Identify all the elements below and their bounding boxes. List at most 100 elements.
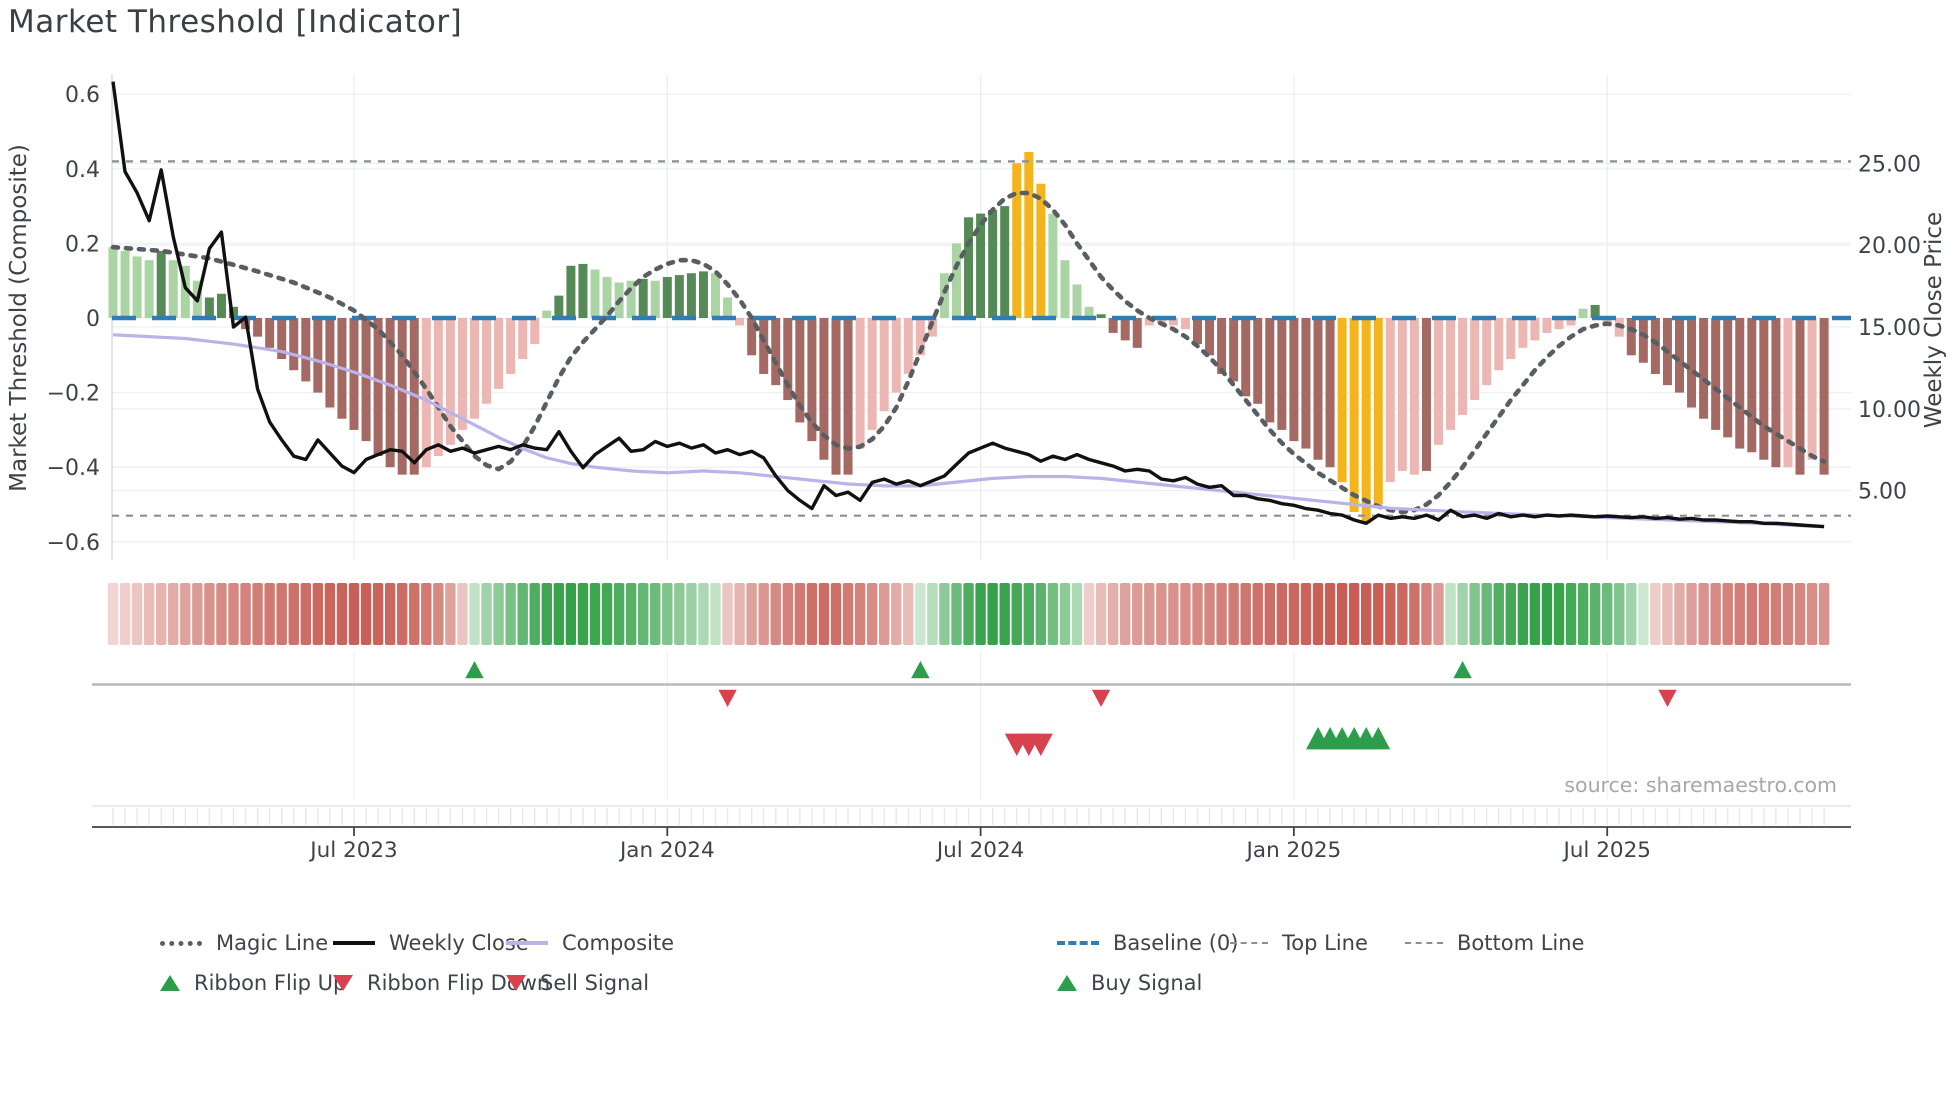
ribbon-cell [421,583,432,645]
legend-item-baseline: Baseline (0) [1057,928,1238,958]
weekly-close-swatch-icon [333,941,375,945]
ribbon-cell [565,583,577,645]
ribbon-cell [999,583,1010,645]
ribbon-cell [276,583,287,645]
ribbon-cell [1107,583,1119,645]
ribbon-cell [288,583,299,645]
threshold-bar [421,318,431,468]
ribbon-cell [1409,583,1420,645]
ribbon-cell [312,583,324,645]
legend-label: Composite [562,931,675,955]
threshold-bar [723,297,733,318]
threshold-bar [1385,318,1395,483]
ribbon-cell [240,583,251,645]
threshold-bar [530,318,540,345]
threshold-bar [831,318,841,475]
ribbon-cell [927,583,938,645]
threshold-bar [1771,318,1781,468]
ribbon-cell [722,583,733,645]
ribbon-cell [1638,583,1649,645]
threshold-bar [1337,318,1347,483]
threshold-bar [1000,206,1010,318]
threshold-bar [735,318,745,326]
ribbon-cell [131,583,143,645]
ribbon-cell [264,583,275,645]
threshold-bar [470,318,479,419]
right-tick-label: 25.00 [1858,152,1921,177]
ribbon-cell [541,583,552,645]
ribbon-cell [1156,583,1167,645]
threshold-bar [445,318,455,445]
threshold-bar [1277,318,1287,430]
threshold-bar [638,278,648,318]
ribbon-cell [204,583,215,645]
ribbon-cell [445,583,456,645]
ribbon-cell [879,583,890,645]
ribbon-cell [397,583,408,645]
ribbon-cell [1348,583,1360,645]
legend-item-magic-line: Magic Line [160,928,328,958]
ribbon-cell [1421,583,1432,645]
legend-label: Buy Signal [1091,971,1203,995]
threshold-bar [1626,318,1636,356]
ribbon-cell [481,583,492,645]
threshold-bar [289,318,299,371]
threshold-bar [1650,318,1660,374]
ribbon-cell [1180,583,1191,645]
ribbon-cell [143,583,155,645]
threshold-bar [1446,318,1456,430]
threshold-bar [650,280,660,318]
ribbon-cell [1047,583,1059,645]
threshold-bar [939,273,949,318]
ribbon-cell [1565,583,1577,645]
threshold-bar [1434,318,1443,445]
threshold-bar [771,318,781,386]
threshold-bar [397,318,407,475]
ribbon-cell [1312,583,1324,645]
ribbon-cell [1529,583,1541,645]
threshold-bar [879,318,889,412]
threshold-bar [867,318,877,430]
threshold-bar [759,318,769,374]
legend-label: Baseline (0) [1113,931,1239,955]
threshold-bar [1253,318,1263,404]
ribbon-cell [1252,583,1263,645]
ribbon-cell [686,583,697,645]
left-tick-label: −0.2 [47,382,100,407]
right-axis-title: Weekly Close Price [1921,212,1947,428]
threshold-bar [1156,318,1166,324]
threshold-bar [807,318,817,442]
ribbon-cell [216,583,227,645]
ribbon-cell [891,583,902,645]
ribbon-cell [710,583,721,645]
ribbon-cell [1577,583,1589,645]
ribbon-cell [818,583,830,645]
ribbon-cell [915,583,926,645]
legend-label: Top Line [1282,931,1368,955]
ribbon-cell [975,583,986,645]
threshold-bar [590,269,600,318]
ribbon-cell [1457,583,1468,645]
ribbon-cell [1264,583,1275,645]
threshold-bar [1241,318,1251,397]
ribbon-cell [1385,583,1396,645]
threshold-bar [361,318,371,442]
legend-item-sell-signal: Sell Signal [506,968,649,998]
threshold-bar [903,318,913,374]
threshold-bar [156,250,166,318]
ribbon-cell [842,583,854,645]
threshold-bar [385,318,395,468]
ribbon-cell [1059,583,1071,645]
buy-signal-marker [1366,727,1391,750]
ribbon-cell [662,583,673,645]
ribbon-cell [650,583,661,645]
right-tick-label: 5.00 [1858,480,1907,505]
ribbon-cell [300,583,311,645]
legend-item-ribbon-flip-down: Ribbon Flip Down [333,968,550,998]
threshold-bar [819,318,829,460]
ribbon-cell [734,583,745,645]
right-tick-label: 20.00 [1858,234,1921,259]
threshold-bar [216,293,226,318]
ribbon-cell [638,583,649,645]
